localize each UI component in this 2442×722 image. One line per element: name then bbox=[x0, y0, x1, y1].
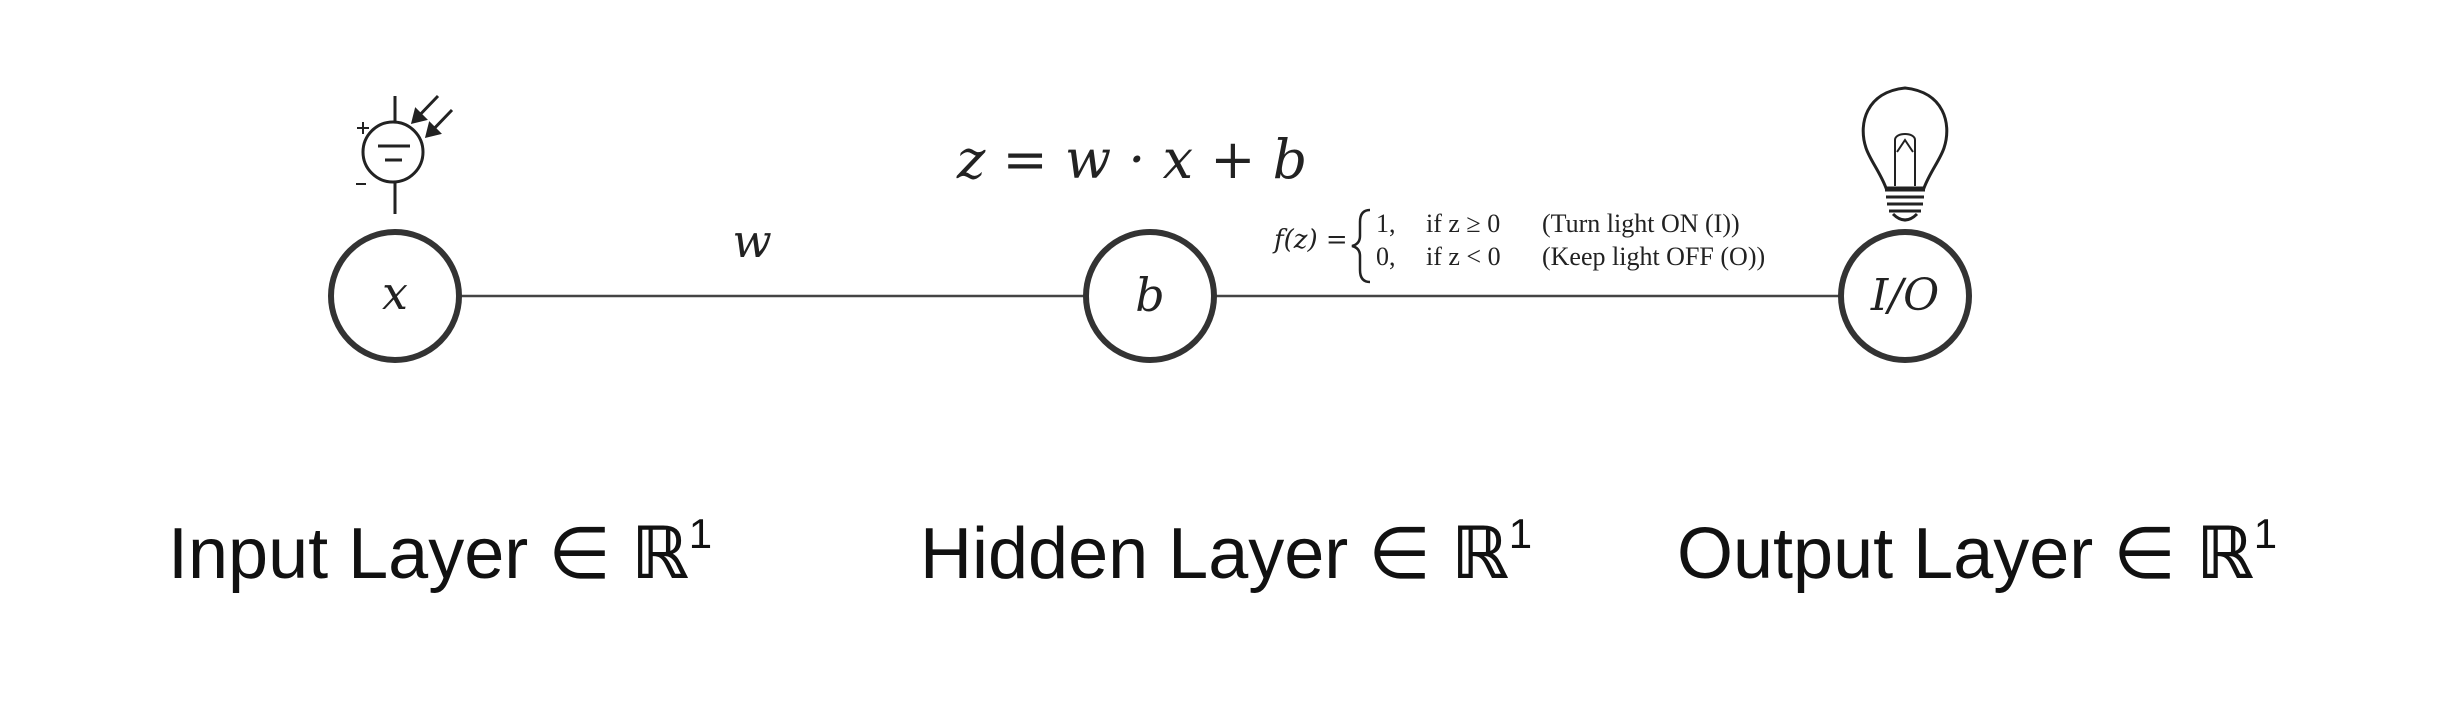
input-layer-name: Input Layer ∈ bbox=[168, 514, 631, 594]
output-node: I/O bbox=[1838, 229, 1972, 363]
case-off-condition: if z < 0 bbox=[1426, 242, 1501, 271]
hidden-layer-set: ℝ bbox=[1451, 514, 1509, 594]
hidden-node: b bbox=[1083, 229, 1217, 363]
case-on-value: 1, bbox=[1376, 209, 1396, 238]
light-bulb-icon bbox=[1861, 86, 1949, 222]
case-off-value: 0, bbox=[1376, 242, 1396, 271]
output-layer-name: Output Layer ∈ bbox=[1677, 514, 2196, 594]
output-layer-label: Output Layer ∈ ℝ1 bbox=[1677, 510, 2277, 594]
input-node-label: x bbox=[382, 266, 408, 320]
hidden-node-label: b bbox=[1135, 268, 1164, 322]
photocell-source-icon bbox=[356, 94, 454, 214]
output-layer-set: ℝ bbox=[2196, 514, 2254, 594]
input-layer-label: Input Layer ∈ ℝ1 bbox=[168, 510, 712, 594]
input-layer-set: ℝ bbox=[631, 514, 689, 594]
hidden-layer-name: Hidden Layer ∈ bbox=[920, 514, 1451, 594]
output-node-label: I/O bbox=[1870, 270, 1939, 321]
cases-brace bbox=[1351, 208, 1371, 284]
output-layer-exponent: 1 bbox=[2254, 510, 2277, 557]
linear-equation: z = w · x + b bbox=[956, 128, 1307, 191]
hidden-layer-label: Hidden Layer ∈ ℝ1 bbox=[920, 510, 1532, 594]
case-on-condition: if z ≥ 0 bbox=[1426, 209, 1500, 238]
input-layer-exponent: 1 bbox=[689, 510, 712, 557]
weight-label: w bbox=[732, 214, 771, 268]
activation-lhs: f(z) = bbox=[1272, 225, 1348, 255]
case-on-note: (Turn light ON (I)) bbox=[1542, 209, 1740, 238]
activation-function: f(z) = 1, if z ≥ 0 (Turn light ON (I)) 0… bbox=[1272, 208, 1765, 284]
case-off-note: (Keep light OFF (O)) bbox=[1542, 242, 1765, 271]
hidden-layer-exponent: 1 bbox=[1509, 510, 1532, 557]
input-node: x bbox=[328, 229, 462, 363]
